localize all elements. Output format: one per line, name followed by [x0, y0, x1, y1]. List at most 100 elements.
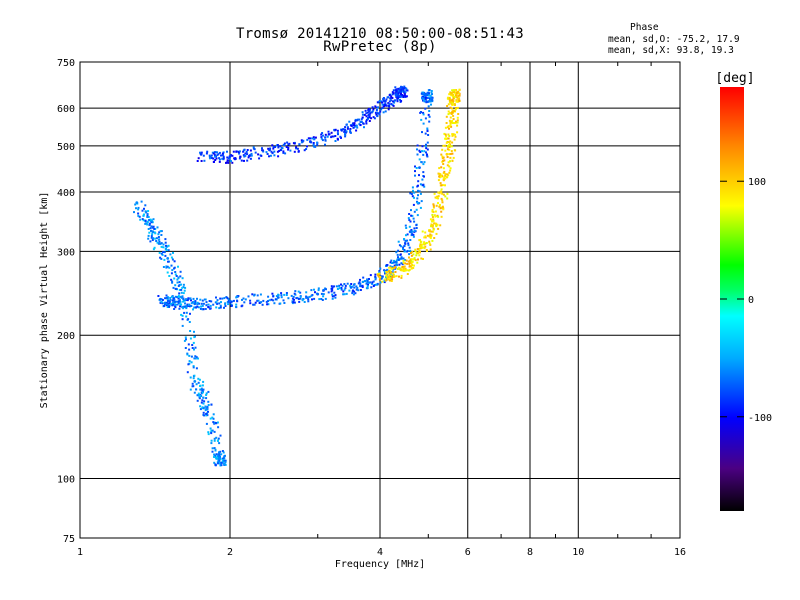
- data-point: [425, 143, 427, 146]
- data-point: [387, 275, 390, 278]
- data-point: [378, 271, 381, 274]
- data-point: [187, 298, 190, 301]
- data-point: [389, 277, 392, 280]
- data-point: [373, 117, 376, 120]
- data-point: [407, 244, 410, 247]
- data-point: [215, 296, 217, 299]
- data-point: [223, 463, 226, 465]
- data-point: [221, 157, 224, 160]
- data-point: [432, 230, 435, 233]
- data-point: [200, 387, 203, 390]
- data-point: [427, 105, 430, 108]
- data-point: [403, 249, 406, 251]
- data-point: [424, 93, 428, 97]
- data-point: [207, 390, 210, 393]
- data-point: [446, 105, 449, 107]
- data-point: [397, 259, 400, 261]
- data-point: [168, 275, 171, 277]
- data-point: [180, 296, 184, 299]
- data-point: [437, 202, 439, 205]
- data-point: [184, 286, 187, 289]
- data-point: [413, 227, 416, 230]
- data-point: [405, 95, 407, 98]
- data-point: [242, 154, 245, 157]
- x-tick-label: 6: [465, 547, 471, 558]
- data-point: [165, 249, 168, 252]
- data-point: [265, 300, 268, 303]
- data-point: [212, 417, 215, 420]
- data-point: [219, 463, 222, 466]
- data-point: [356, 119, 359, 122]
- data-point: [217, 426, 220, 429]
- data-point: [403, 87, 406, 90]
- data-point: [412, 253, 415, 256]
- data-point: [424, 231, 427, 234]
- data-point: [150, 229, 152, 232]
- data-point: [353, 286, 356, 289]
- data-point: [202, 302, 205, 305]
- data-point: [428, 229, 431, 232]
- data-point: [231, 300, 233, 303]
- data-point: [296, 296, 299, 299]
- data-point: [178, 307, 181, 310]
- data-point: [397, 249, 400, 252]
- data-point: [165, 244, 167, 247]
- data-point: [259, 293, 262, 296]
- data-point: [305, 296, 308, 299]
- data-point: [362, 122, 365, 125]
- data-point: [190, 355, 193, 358]
- data-point: [403, 91, 406, 94]
- data-point: [166, 300, 169, 302]
- data-point: [424, 107, 427, 110]
- data-point: [346, 282, 349, 285]
- data-point: [193, 348, 195, 351]
- data-point: [210, 300, 213, 303]
- data-point: [205, 152, 208, 155]
- data-point: [293, 298, 295, 301]
- data-point: [448, 135, 451, 137]
- data-point: [391, 265, 394, 268]
- data-point: [215, 436, 218, 439]
- data-point: [440, 184, 443, 187]
- data-point: [404, 267, 407, 270]
- data-point: [430, 225, 432, 228]
- data-point: [378, 112, 381, 115]
- data-point: [324, 138, 327, 141]
- data-point: [192, 366, 195, 369]
- data-point: [316, 292, 320, 296]
- data-point: [423, 242, 425, 245]
- data-point: [192, 301, 195, 304]
- data-point: [137, 212, 140, 215]
- data-point: [216, 421, 219, 424]
- data-point: [334, 296, 337, 299]
- data-point: [450, 125, 453, 128]
- data-point: [151, 221, 154, 224]
- data-point: [392, 89, 395, 92]
- data-point: [312, 143, 315, 146]
- data-point: [452, 156, 455, 159]
- data-point: [248, 155, 251, 157]
- data-point: [407, 269, 410, 272]
- data-point: [185, 315, 188, 318]
- data-point: [420, 257, 423, 260]
- data-point: [450, 100, 453, 103]
- data-point: [200, 302, 203, 305]
- data-point: [415, 167, 418, 169]
- data-point: [307, 298, 310, 301]
- data-point: [433, 222, 436, 225]
- data-point: [166, 257, 170, 260]
- data-point: [344, 132, 346, 135]
- data-point: [404, 91, 407, 94]
- data-point: [428, 100, 431, 103]
- data-point: [180, 313, 183, 316]
- data-point: [449, 156, 452, 159]
- data-point: [240, 159, 243, 162]
- data-point: [430, 96, 433, 99]
- data-point: [361, 113, 364, 116]
- data-point: [361, 116, 364, 119]
- data-point: [410, 229, 413, 231]
- data-point: [261, 147, 263, 150]
- data-point: [306, 145, 308, 148]
- data-point: [427, 113, 430, 116]
- data-point: [226, 150, 228, 153]
